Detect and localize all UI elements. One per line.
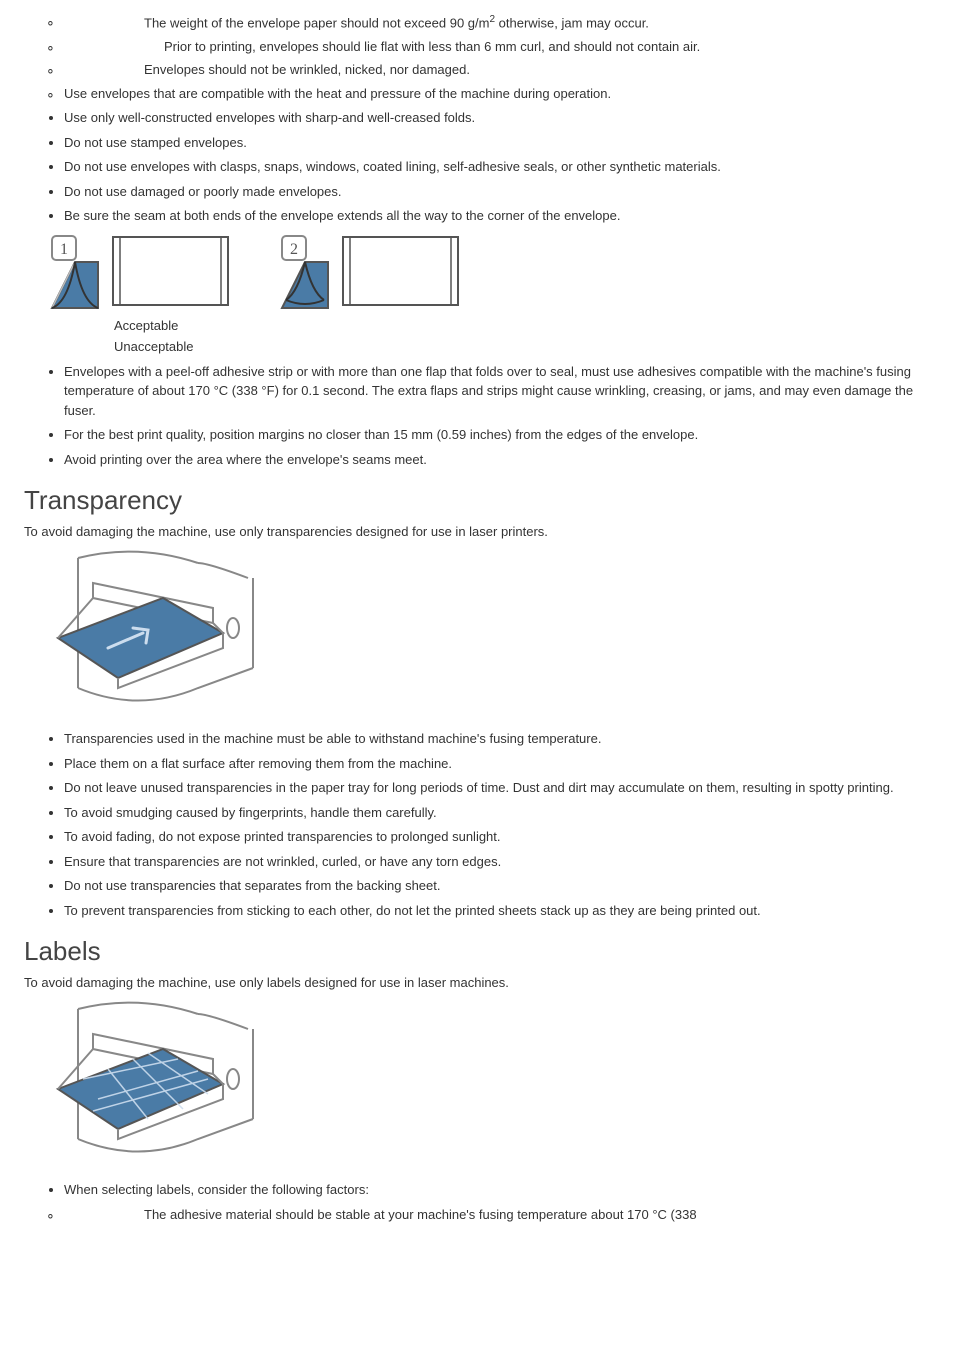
list-item: Do not leave unused transparencies in th… — [64, 778, 930, 798]
envelope-sub-list: The weight of the envelope paper should … — [24, 12, 930, 103]
sub-item-text: Prior to printing, envelopes should lie … — [64, 37, 930, 57]
envelope-acceptable-icon: 1 — [48, 232, 238, 312]
list-item: When selecting labels, consider the foll… — [64, 1180, 930, 1200]
labels-bullets: When selecting labels, consider the foll… — [24, 1180, 930, 1200]
envelope-sub-item: Prior to printing, envelopes should lie … — [64, 37, 930, 57]
envelope-bullets-before: Use only well-constructed envelopes with… — [24, 108, 930, 226]
list-item: Transparencies used in the machine must … — [64, 729, 930, 749]
sub-item-text: Use envelopes that are compatible with t… — [64, 86, 611, 101]
transparency-tray-icon — [48, 548, 268, 718]
list-item: Be sure the seam at both ends of the env… — [64, 206, 930, 226]
list-item: Ensure that transparencies are not wrink… — [64, 852, 930, 872]
transparency-heading: Transparency — [24, 481, 930, 520]
labels-intro: To avoid damaging the machine, use only … — [24, 973, 930, 993]
list-item: To prevent transparencies from sticking … — [64, 901, 930, 921]
envelope-sub-item: Envelopes should not be wrinkled, nicked… — [64, 60, 930, 80]
labels-figure — [48, 999, 930, 1175]
envelope-figure-row: 1 2 — [48, 232, 930, 312]
sub-item-text: Envelopes should not be wrinkled, nicked… — [64, 60, 930, 80]
transparency-intro: To avoid damaging the machine, use only … — [24, 522, 930, 542]
list-item: To avoid smudging caused by fingerprints… — [64, 803, 930, 823]
list-item: Do not use stamped envelopes. — [64, 133, 930, 153]
sub-item-text: The weight of the envelope paper should … — [64, 12, 930, 33]
labels-sub-item: The adhesive material should be stable a… — [64, 1205, 930, 1225]
transparency-bullets: Transparencies used in the machine must … — [24, 729, 930, 920]
labels-tray-icon — [48, 999, 268, 1169]
envelope-sub-item: Use envelopes that are compatible with t… — [64, 84, 930, 104]
labels-sub-list: The adhesive material should be stable a… — [24, 1205, 930, 1225]
envelope-caption-acceptable: Acceptable — [114, 316, 930, 336]
list-item: Do not use transparencies that separates… — [64, 876, 930, 896]
list-item: To avoid fading, do not expose printed t… — [64, 827, 930, 847]
transparency-figure — [48, 548, 930, 724]
list-item: Do not use damaged or poorly made envelo… — [64, 182, 930, 202]
list-item: Use only well-constructed envelopes with… — [64, 108, 930, 128]
envelope-bullets-after: Envelopes with a peel-off adhesive strip… — [24, 362, 930, 470]
list-item: Do not use envelopes with clasps, snaps,… — [64, 157, 930, 177]
envelope-unacceptable-icon: 2 — [278, 232, 468, 312]
list-item: Avoid printing over the area where the e… — [64, 450, 930, 470]
list-item: For the best print quality, position mar… — [64, 425, 930, 445]
svg-text:1: 1 — [60, 241, 68, 258]
envelope-sub-item: The weight of the envelope paper should … — [64, 12, 930, 33]
labels-heading: Labels — [24, 932, 930, 971]
sub-item-text: The adhesive material should be stable a… — [64, 1205, 930, 1225]
list-item: Envelopes with a peel-off adhesive strip… — [64, 362, 930, 421]
envelope-caption-unacceptable: Unacceptable — [114, 337, 930, 357]
list-item: Place them on a flat surface after remov… — [64, 754, 930, 774]
svg-text:2: 2 — [290, 241, 298, 258]
